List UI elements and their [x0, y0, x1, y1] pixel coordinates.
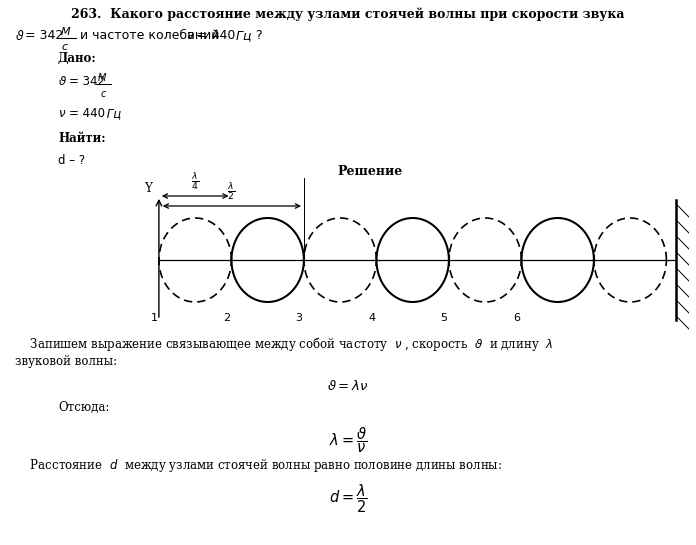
Text: 263.  Какого расстояние между узлами стоячей волны при скорости звука: 263. Какого расстояние между узлами стоя… — [71, 7, 625, 21]
Text: 4: 4 — [368, 313, 375, 323]
Text: $\lambda = \dfrac{\vartheta}{\nu}$: $\lambda = \dfrac{\vartheta}{\nu}$ — [329, 425, 367, 455]
Text: = 440: = 440 — [197, 29, 235, 42]
Text: с: с — [100, 89, 106, 99]
Text: $\nu$: $\nu$ — [58, 107, 66, 120]
Text: $\vartheta$: $\vartheta$ — [15, 29, 24, 43]
Text: и частоте колебаний: и частоте колебаний — [79, 29, 219, 42]
Text: = 342: = 342 — [69, 75, 105, 88]
Text: 3: 3 — [296, 313, 303, 323]
Text: Гц: Гц — [232, 29, 252, 42]
Text: = 440: = 440 — [69, 107, 105, 120]
Text: $d = \dfrac{\lambda}{2}$: $d = \dfrac{\lambda}{2}$ — [329, 482, 367, 514]
Text: М: М — [98, 73, 106, 83]
Text: $\vartheta = \lambda\nu$: $\vartheta = \lambda\nu$ — [327, 379, 369, 393]
Text: Y: Y — [144, 182, 152, 195]
Text: 2: 2 — [223, 313, 230, 323]
Text: звуковой волны:: звуковой волны: — [15, 355, 117, 368]
Text: $\frac{\lambda}{2}$: $\frac{\lambda}{2}$ — [228, 180, 235, 202]
Text: Отсюда:: Отсюда: — [58, 401, 109, 414]
Text: М: М — [61, 27, 70, 37]
Text: $\vartheta$: $\vartheta$ — [58, 75, 67, 88]
Text: Дано:: Дано: — [58, 52, 97, 65]
Text: 1: 1 — [150, 313, 157, 323]
Text: Решение: Решение — [337, 165, 402, 178]
Text: 6: 6 — [513, 313, 520, 323]
Text: = 342: = 342 — [24, 29, 63, 42]
Text: d – ?: d – ? — [58, 154, 85, 167]
Text: Расстояние  $d$  между узлами стоячей волны равно половине длины волны:: Расстояние $d$ между узлами стоячей волн… — [15, 457, 502, 474]
Text: ?: ? — [252, 29, 262, 42]
Text: Найти:: Найти: — [58, 132, 106, 145]
Text: $\frac{\lambda}{4}$: $\frac{\lambda}{4}$ — [191, 171, 199, 192]
Text: $\nu$: $\nu$ — [187, 29, 195, 42]
Text: 5: 5 — [441, 313, 448, 323]
Text: Гц: Гц — [103, 107, 121, 120]
Text: с: с — [62, 42, 68, 52]
Text: Запишем выражение связывающее между собой частоту  $\nu$ , скорость  $\vartheta$: Запишем выражение связывающее между собо… — [15, 335, 553, 353]
